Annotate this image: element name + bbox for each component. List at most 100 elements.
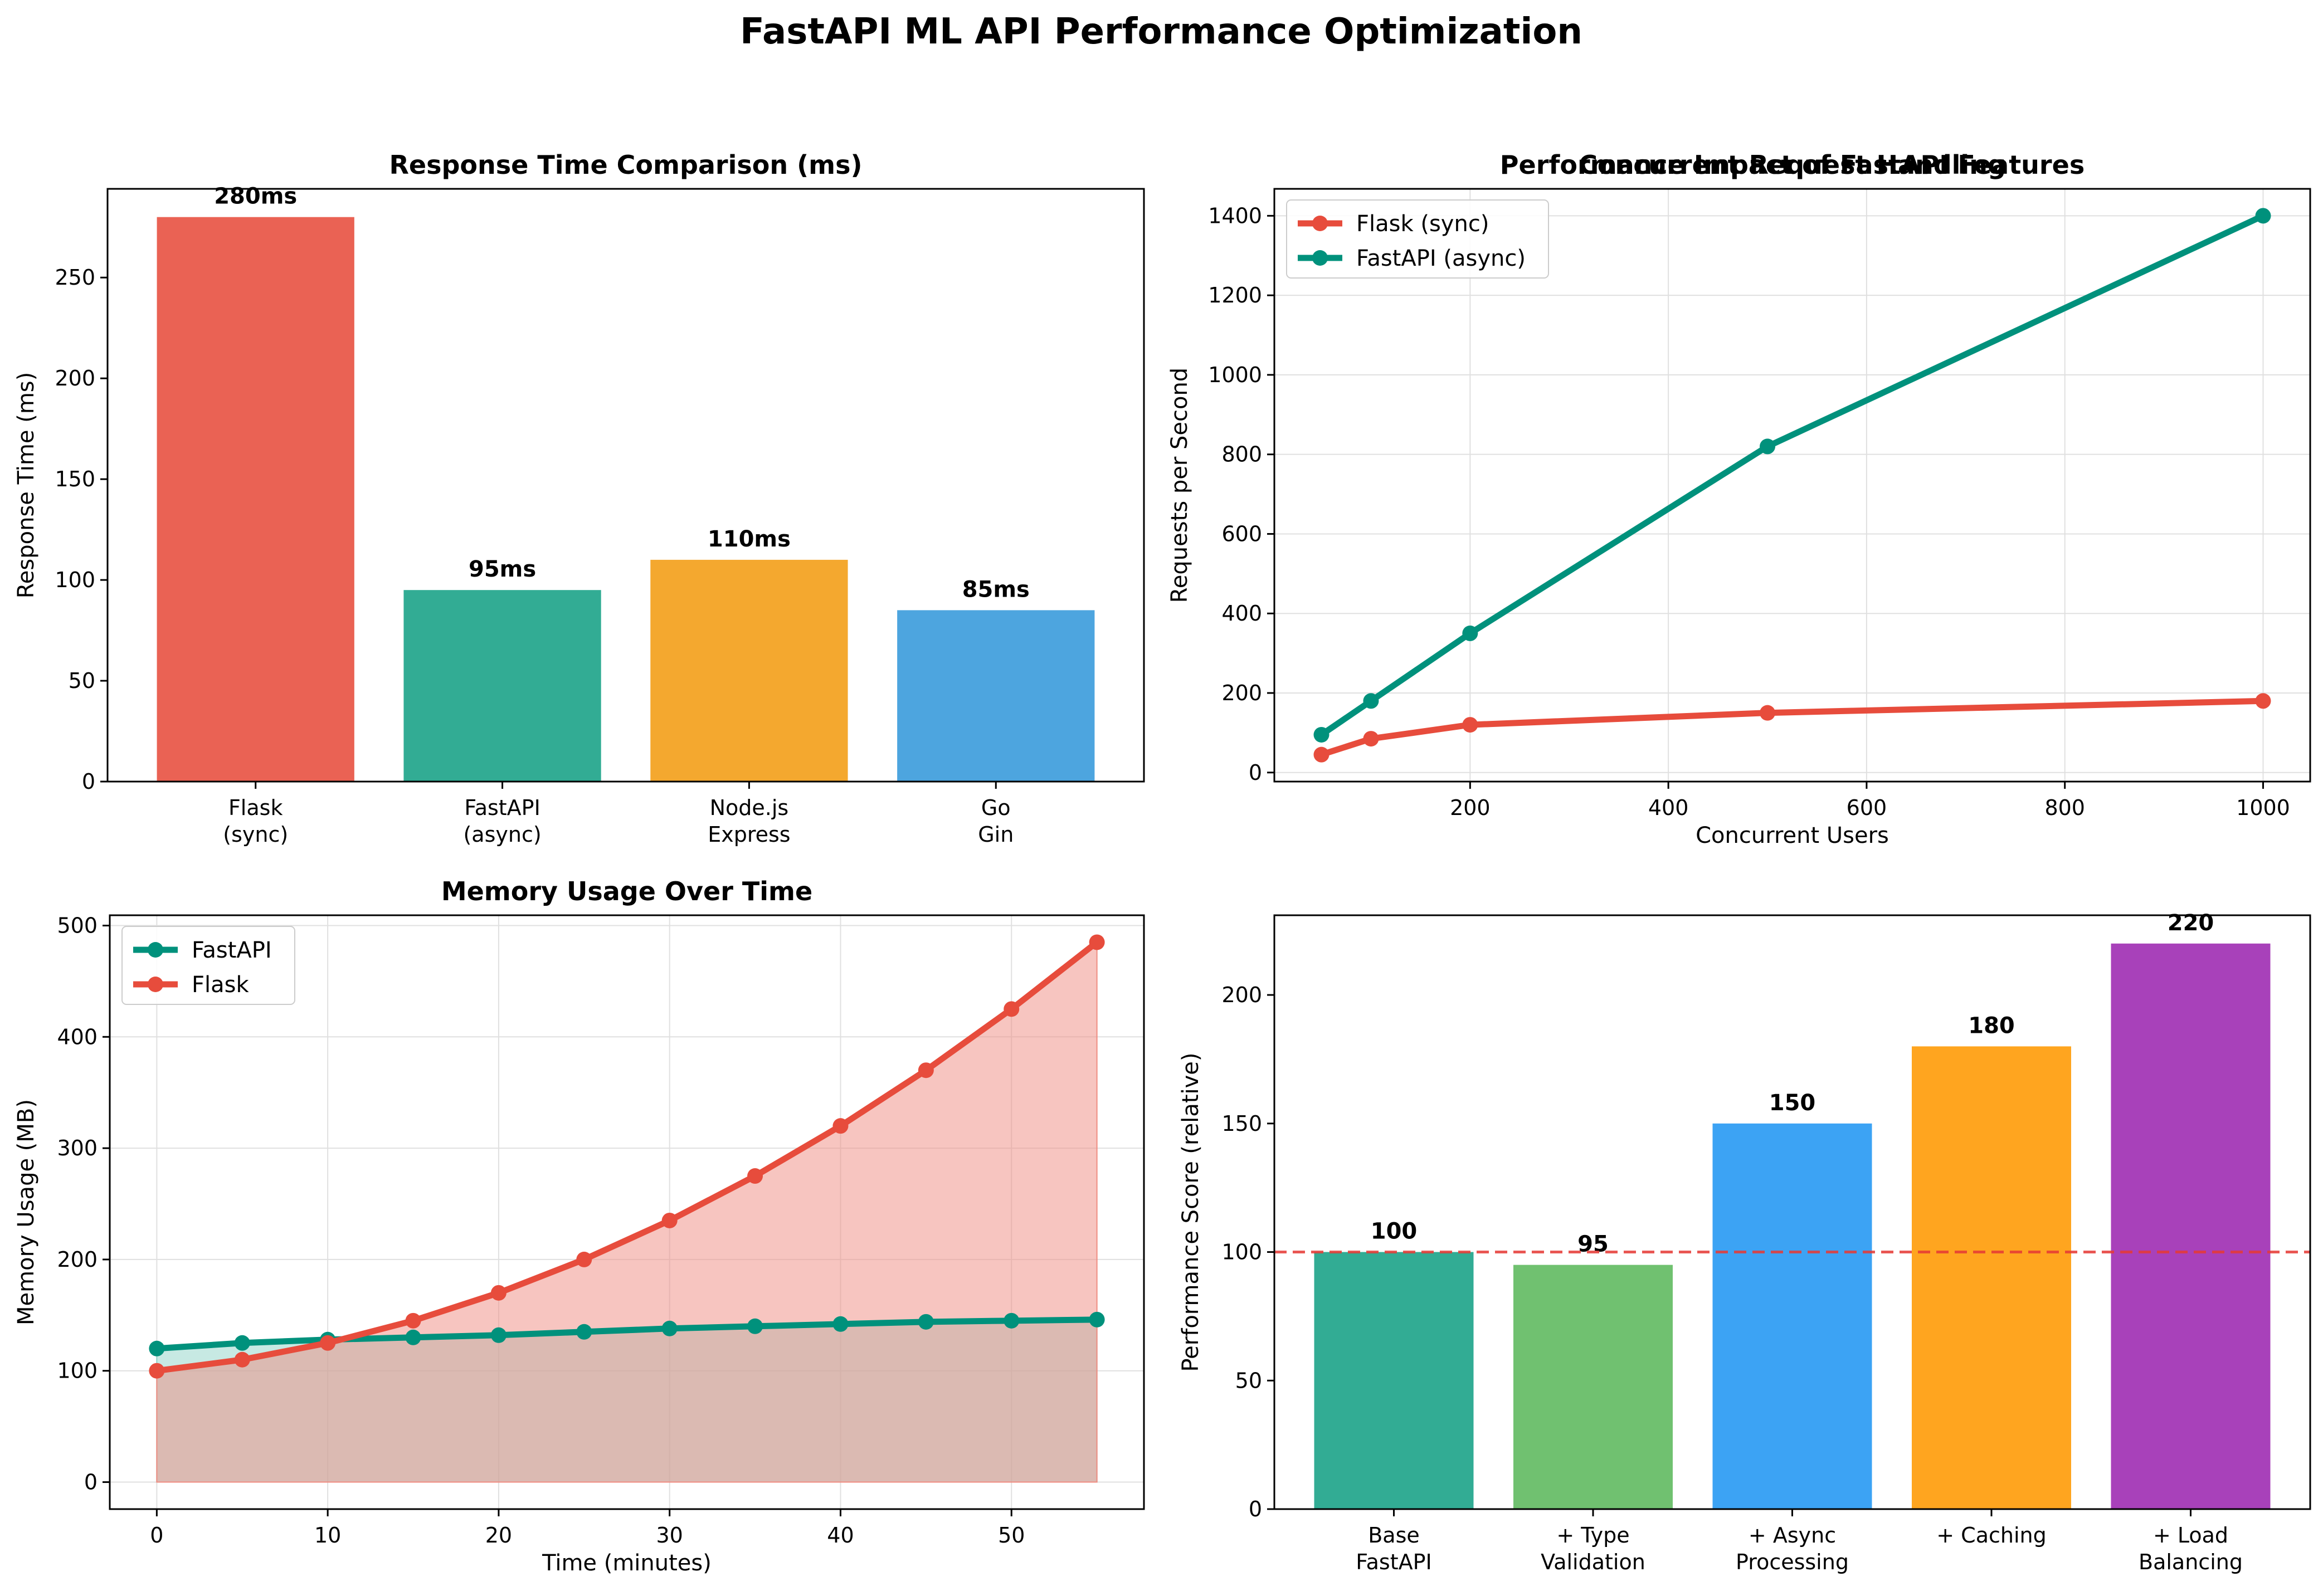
memory-point-flask bbox=[320, 1335, 336, 1351]
feature-impact-x-tick-label: + Type bbox=[1556, 1523, 1629, 1548]
feature-impact-y-axis-label: Performance Score (relative) bbox=[1178, 1052, 1204, 1372]
feature-impact-bar-value-label: 100 bbox=[1371, 1219, 1418, 1244]
concurrency-legend-marker-fastapi bbox=[1312, 250, 1328, 266]
feature-impact-bar-value-label: 220 bbox=[2168, 910, 2214, 936]
memory-point-fastapi bbox=[405, 1329, 421, 1345]
response-time-bar bbox=[157, 217, 354, 782]
memory-point-flask bbox=[747, 1168, 763, 1184]
memory-x-tick-label: 20 bbox=[485, 1523, 512, 1548]
response-time-bar bbox=[650, 559, 848, 782]
memory-legend-label-flask: Flask bbox=[192, 972, 249, 998]
concurrency-legend-label-flask: Flask (sync) bbox=[1356, 211, 1489, 237]
memory-title: Memory Usage Over Time bbox=[441, 876, 812, 906]
concurrency-y-tick-label: 0 bbox=[1249, 760, 1262, 785]
response-time-x-tick-label: Go bbox=[981, 795, 1011, 820]
feature-impact-bar bbox=[1712, 1123, 1872, 1509]
concurrency-y-tick-label: 1200 bbox=[1208, 283, 1262, 308]
concurrent-requests-chart: 200 400 600 800 1000 0 200 400 600 800 1000 1200 140… bbox=[1167, 150, 2311, 848]
memory-point-flask bbox=[1004, 1001, 1020, 1017]
memory-point-fastapi bbox=[234, 1335, 250, 1351]
feature-impact-y-tick-label: 150 bbox=[1221, 1111, 1262, 1136]
feature-impact-bar-value-label: 180 bbox=[1968, 1013, 2015, 1038]
memory-point-flask bbox=[661, 1212, 678, 1228]
feature-impact-x-tick-label: + Caching bbox=[1936, 1523, 2046, 1548]
memory-legend-marker-flask bbox=[148, 977, 163, 992]
figure-title: FastAPI ML API Performance Optimization bbox=[740, 11, 1582, 52]
feature-impact-x-tick-label: Base bbox=[1368, 1523, 1420, 1548]
memory-point-fastapi bbox=[832, 1316, 849, 1332]
concurrency-point-fastapi bbox=[1462, 625, 1478, 641]
feature-impact-x-tick-label: + Load bbox=[2153, 1523, 2228, 1548]
response-time-plot-frame bbox=[106, 188, 1145, 783]
response-time-y-tick-label: 100 bbox=[55, 568, 95, 592]
memory-point-fastapi bbox=[747, 1318, 763, 1334]
memory-point-flask bbox=[405, 1312, 421, 1329]
concurrency-y-tick-label: 200 bbox=[1221, 681, 1262, 705]
feature-impact-x-tick-label: Validation bbox=[1541, 1550, 1645, 1574]
memory-point-fastapi bbox=[1089, 1311, 1105, 1327]
feature-impact-plot-frame bbox=[1273, 914, 2311, 1510]
feature-impact-bar bbox=[1912, 1046, 2071, 1509]
response-time-bar bbox=[897, 610, 1095, 782]
memory-point-flask bbox=[234, 1351, 250, 1368]
memory-x-axis-label: Time (minutes) bbox=[542, 1550, 712, 1576]
concurrency-point-fastapi bbox=[2255, 208, 2271, 224]
memory-point-fastapi bbox=[918, 1314, 934, 1330]
concurrency-legend-label-fastapi: FastAPI (async) bbox=[1356, 246, 1526, 271]
response-time-x-tick-label: (async) bbox=[463, 822, 541, 847]
memory-y-axis-label: Memory Usage (MB) bbox=[13, 1099, 39, 1325]
memory-y-tick-label: 200 bbox=[57, 1247, 98, 1272]
response-time-y-tick-label: 0 bbox=[82, 769, 95, 794]
concurrency-x-tick-label: 800 bbox=[2044, 795, 2085, 820]
response-time-bar-value-label: 85ms bbox=[962, 577, 1030, 602]
memory-point-flask bbox=[576, 1251, 592, 1267]
concurrency-y-tick-label: 1000 bbox=[1208, 363, 1262, 387]
feature-impact-bar bbox=[1513, 1265, 1673, 1509]
feature-impact-bar bbox=[2111, 943, 2271, 1509]
memory-x-tick-label: 10 bbox=[314, 1523, 341, 1548]
concurrency-point-flask bbox=[2255, 693, 2271, 709]
concurrency-title: Concurrent Request Handling bbox=[1579, 150, 2006, 180]
concurrency-y-tick-label: 800 bbox=[1221, 442, 1262, 467]
response-time-x-tick-label: Gin bbox=[978, 822, 1014, 847]
memory-point-flask bbox=[918, 1062, 934, 1078]
concurrency-point-fastapi bbox=[1760, 438, 1776, 455]
memory-y-tick-label: 400 bbox=[57, 1024, 98, 1049]
memory-legend-label-fastapi: FastAPI bbox=[192, 938, 272, 963]
memory-y-tick-label: 300 bbox=[57, 1136, 98, 1160]
response-time-x-tick-label: Flask bbox=[228, 795, 283, 820]
feature-impact-x-tick-label: Balancing bbox=[2139, 1550, 2243, 1574]
memory-line-fastapi bbox=[153, 1316, 1100, 1352]
concurrency-point-flask bbox=[1313, 746, 1329, 763]
memory-y-tick-label: 0 bbox=[84, 1470, 98, 1495]
memory-point-fastapi bbox=[149, 1340, 165, 1356]
concurrency-point-flask bbox=[1462, 717, 1478, 733]
concurrency-y-tick-label: 600 bbox=[1221, 521, 1262, 546]
feature-impact-bar-value-label: 150 bbox=[1769, 1090, 1816, 1116]
response-time-y-tick-label: 250 bbox=[55, 265, 95, 290]
concurrency-x-tick-label: 600 bbox=[1847, 795, 1887, 820]
feature-impact-x-tick-label: FastAPI bbox=[1356, 1550, 1431, 1574]
memory-point-fastapi bbox=[490, 1327, 507, 1343]
memory-point-fastapi bbox=[1004, 1312, 1020, 1329]
memory-point-flask bbox=[490, 1285, 507, 1301]
memory-point-flask bbox=[1089, 934, 1105, 950]
memory-x-tick-label: 30 bbox=[656, 1523, 683, 1548]
concurrency-y-axis-label: Requests per Second bbox=[1167, 368, 1192, 603]
response-time-y-tick-label: 150 bbox=[55, 467, 95, 491]
concurrency-legend-box bbox=[1286, 199, 1549, 279]
response-time-bar-value-label: 110ms bbox=[708, 526, 791, 552]
concurrency-y-tick-label: 1400 bbox=[1208, 203, 1262, 228]
memory-x-tick-label: 0 bbox=[150, 1523, 163, 1548]
concurrency-x-tick-label: 1000 bbox=[2236, 795, 2290, 820]
concurrency-point-flask bbox=[1760, 705, 1776, 721]
feature-impact-y-tick-label: 0 bbox=[1249, 1497, 1262, 1521]
memory-x-tick-label: 40 bbox=[827, 1523, 854, 1548]
response-time-y-tick-label: 50 bbox=[69, 668, 95, 693]
feature-impact-y-tick-label: 50 bbox=[1235, 1368, 1262, 1393]
memory-line-flask bbox=[153, 939, 1100, 1374]
concurrency-point-fastapi bbox=[1363, 693, 1379, 709]
concurrency-y-tick-label: 400 bbox=[1221, 601, 1262, 626]
